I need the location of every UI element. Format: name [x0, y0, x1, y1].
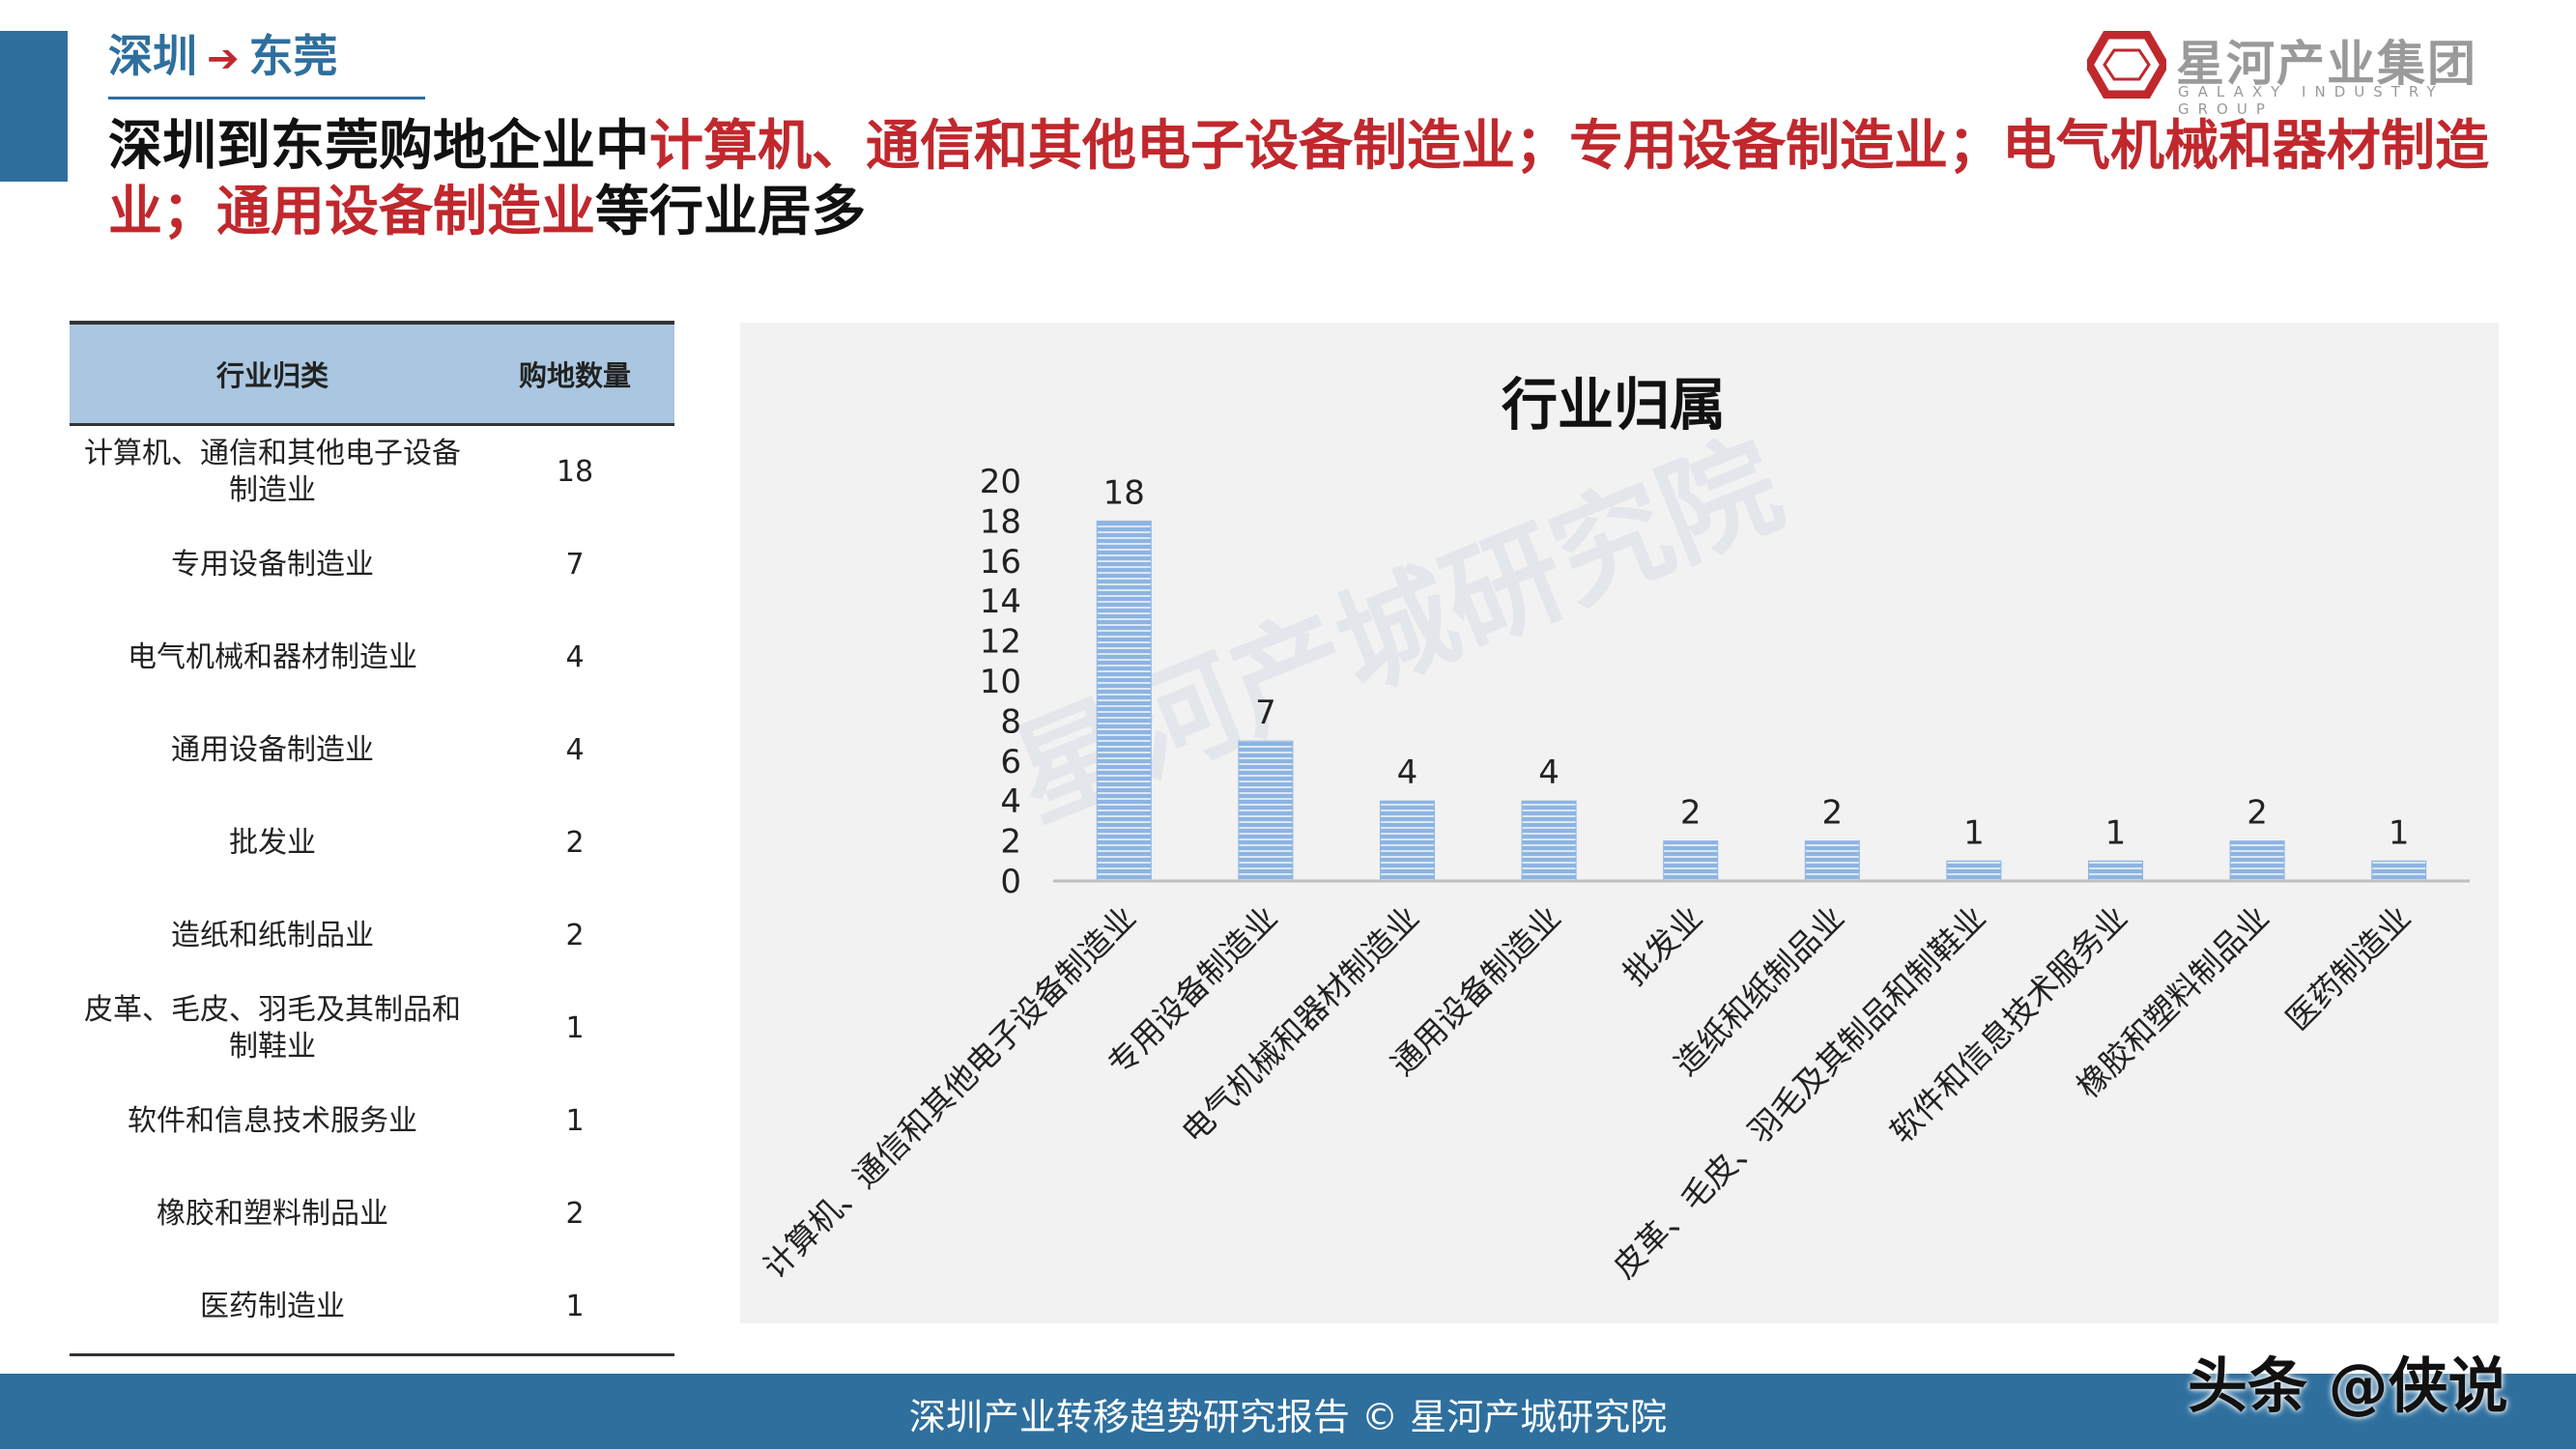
data-label: 2	[1821, 794, 1843, 833]
y-tick-label: 0	[1000, 863, 1021, 901]
table-row: 电气机械和器材制造业 4	[70, 611, 674, 704]
count-cell: 2	[565, 1197, 585, 1231]
logo-english: GALAXY INDUSTRY GROUP	[2178, 83, 2445, 118]
bar	[1663, 840, 1719, 882]
headline-part: 深圳到东莞购地企业中	[108, 115, 649, 178]
count-cell: 1	[565, 1104, 585, 1138]
industry-name-cell: 批发业	[229, 826, 316, 860]
crumb-from: 深圳	[108, 30, 197, 82]
data-label: 4	[1538, 753, 1560, 792]
chart-title: 行业归属	[1501, 372, 1726, 438]
bar	[2088, 860, 2143, 882]
count-cell: 1	[475, 1261, 674, 1356]
data-label: 1	[2105, 813, 2127, 852]
industry-name-cell: 计算机、通信和其他电子设备制造业	[84, 437, 461, 507]
industry-name-cell: 造纸和纸制品业	[171, 919, 374, 952]
industry-table: 行业归类 购地数量 计算机、通信和其他电子设备制造业 18 专用设备制造业 7 电气机械…	[70, 321, 674, 1356]
data-label: 1	[1963, 813, 1985, 852]
chart-panel	[740, 323, 2499, 1323]
table-row: 软件和信息技术服务业 1	[70, 1075, 674, 1168]
page-title: 深圳到东莞购地企业中计算机、通信和其他电子设备制造业；专用设备制造业；电气机械和…	[108, 114, 2495, 245]
table-row: 医药制造业 1	[70, 1261, 674, 1356]
industry-name-cell: 皮革、毛皮、羽毛及其制品和制鞋业	[84, 993, 461, 1064]
y-tick-label: 8	[1000, 702, 1021, 741]
bar	[1521, 800, 1577, 882]
table-row: 批发业 2	[70, 797, 674, 890]
industry-name-cell: 通用设备制造业	[171, 733, 374, 767]
table-row: 皮革、毛皮、羽毛及其制品和制鞋业 1	[70, 982, 674, 1075]
industry-name-cell: 电气机械和器材制造业	[128, 640, 417, 674]
bar	[1096, 520, 1152, 882]
data-label: 2	[2247, 794, 2268, 833]
bar	[2229, 840, 2285, 882]
industry-name-cell: 软件和信息技术服务业	[128, 1104, 417, 1138]
count-cell: 7	[565, 548, 585, 582]
category-label: 电气机械和器材制造业	[1174, 898, 1426, 1151]
crumb-to: 东莞	[248, 30, 338, 82]
table-row: 通用设备制造业 4	[70, 704, 674, 797]
count-cell: 4	[565, 733, 585, 767]
count-cell: 1	[565, 1011, 585, 1045]
bar	[1946, 860, 2002, 882]
table-row: 造纸和纸制品业 2	[70, 890, 674, 982]
source-watermark: 头条 @侠说	[2188, 1350, 2508, 1421]
company-logo: 星河产业集团 GALAXY INDUSTRY GROUP	[2087, 25, 2503, 118]
y-tick-label: 2	[1000, 823, 1021, 862]
industry-name-cell: 橡胶和塑料制品业	[157, 1197, 388, 1231]
table-row: 计算机、通信和其他电子设备制造业 18	[70, 425, 674, 520]
bar	[1238, 740, 1294, 882]
data-label: 7	[1255, 694, 1276, 732]
logo-name: 星河产业集团	[2176, 36, 2477, 92]
industry-name-cell: 专用设备制造业	[171, 548, 374, 582]
footer-bar	[0, 1374, 2576, 1449]
column-header-count: 购地数量	[475, 321, 674, 426]
data-label: 2	[1680, 794, 1702, 833]
data-label: 18	[1103, 473, 1145, 512]
category-label: 软件和信息技术服务业	[1882, 898, 2134, 1151]
count-cell: 18	[556, 455, 594, 489]
count-cell: 4	[565, 640, 585, 674]
y-tick-label: 6	[1000, 743, 1021, 781]
category-label: 医药制造业	[2278, 898, 2418, 1037]
y-tick-label: 10	[980, 663, 1021, 701]
bar	[1804, 840, 1860, 882]
column-header-industry: 行业归类	[70, 321, 475, 426]
count-cell: 2	[565, 919, 585, 952]
hexagon-logo-icon	[2087, 31, 2166, 99]
headline-part: 计算机、通信和其他电子设备制造业；专用设备制造业；电气机械和器材制造业；通用设备…	[108, 115, 2489, 243]
footer-text: 深圳产业转移趋势研究报告 © 星河产城研究院	[908, 1396, 1668, 1438]
category-label: 批发业	[1616, 898, 1710, 993]
y-tick-label: 20	[980, 463, 1021, 501]
bar	[1380, 800, 1435, 882]
data-label: 4	[1397, 753, 1418, 792]
breadcrumb-underline	[108, 97, 425, 99]
arrow-right-icon: ➔	[207, 37, 240, 81]
industry-name-cell: 医药制造业	[70, 1261, 475, 1356]
accent-bar	[0, 31, 68, 182]
breadcrumb: 深圳 ➔ 东莞	[108, 21, 338, 85]
y-tick-label: 4	[1000, 782, 1021, 821]
category-label: 计算机、通信和其他电子设备制造业	[756, 898, 1143, 1286]
y-tick-label: 14	[980, 582, 1021, 621]
count-cell: 2	[565, 826, 585, 860]
y-tick-label: 12	[980, 623, 1021, 662]
bar	[2371, 860, 2427, 882]
y-tick-label: 18	[980, 502, 1021, 541]
table-header-row: 行业归类 购地数量	[70, 321, 674, 426]
table-row: 橡胶和塑料制品业 2	[70, 1168, 674, 1261]
y-tick-label: 16	[980, 543, 1021, 582]
headline-part: 等行业居多	[595, 181, 866, 243]
data-label: 1	[2389, 813, 2410, 852]
table-row: 专用设备制造业 7	[70, 519, 674, 611]
